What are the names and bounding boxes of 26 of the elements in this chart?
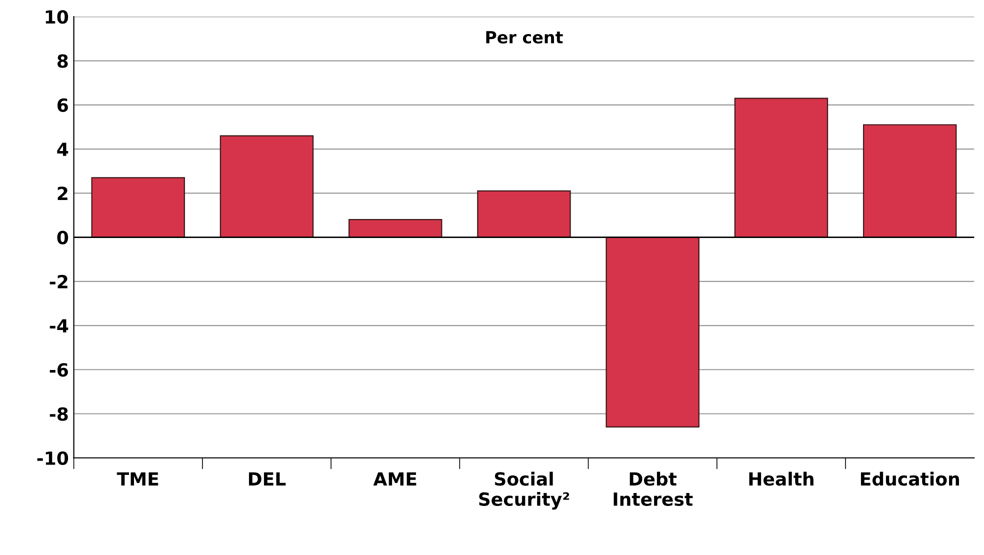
x-tick-label: Social Security² [479,472,570,510]
y-tick-label: 4 [57,142,68,156]
bar [220,135,314,238]
y-tick-label: -10 [37,451,68,465]
y-tick-label: 6 [57,98,68,112]
x-tick-label: Health [749,472,814,486]
y-tick-label: -2 [50,274,68,288]
y-tick-label: 8 [57,54,68,68]
bar [91,177,185,238]
bar [477,190,571,238]
y-tick-label: 0 [57,230,68,244]
bar [348,219,442,238]
y-tick-label: -6 [50,363,68,377]
x-tick-label: TME [116,472,158,486]
x-tick-label: Debt Interest [614,472,693,506]
bar [606,236,700,428]
y-tick-label: 10 [46,10,68,24]
y-tick-label: -4 [50,319,68,332]
y-tick-label: -8 [50,407,68,421]
annotation: Per cent [486,31,563,44]
bar [734,98,828,238]
x-tick-label: DEL [248,472,286,486]
x-tick-label: Education [860,472,959,486]
y-tick-label: 2 [58,186,68,200]
x-tick-label: AME [373,472,416,486]
bar [862,124,957,238]
